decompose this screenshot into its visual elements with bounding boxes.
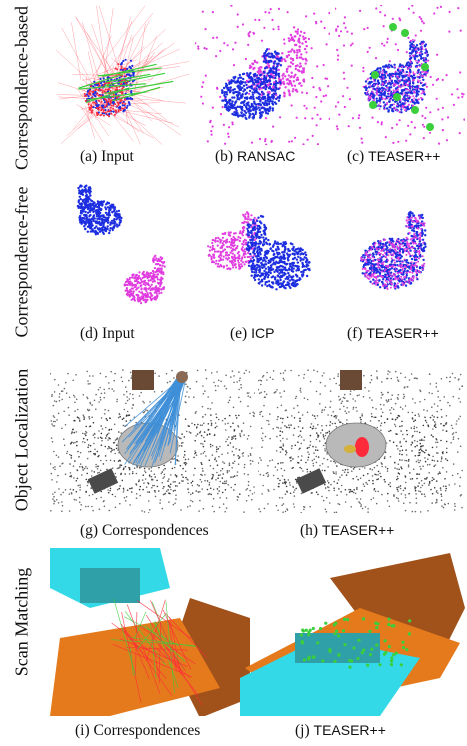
panel-j-scan-teaser	[240, 548, 465, 716]
caption-f: (f) TEASER++	[347, 325, 439, 342]
caption-c: (c) TEASER++	[347, 148, 441, 165]
caption-i: (i) Correspondences	[75, 722, 201, 739]
scan-orange-wall	[330, 553, 465, 658]
row-label-scan-matching: Scan Matching	[11, 567, 32, 677]
aligned-bunny-magenta	[365, 38, 429, 112]
panel-f-teaser-result	[335, 172, 465, 322]
caption-g: (g) Correspondences	[80, 522, 209, 539]
chair-front	[295, 468, 327, 494]
correspondence-lines	[121, 372, 187, 467]
caption-j: (j) TEASER++	[295, 722, 386, 739]
panel-i-scan-correspondences	[50, 548, 250, 716]
chair-front	[87, 468, 119, 494]
panel-d-input-clouds	[55, 172, 190, 322]
source-object-small	[176, 371, 188, 383]
panel-b-ransac-result	[195, 5, 330, 145]
panel-g-scene-correspondences	[50, 355, 255, 513]
panel-a-input-correspondences	[55, 5, 190, 145]
panel-e-icp-result	[195, 172, 330, 322]
chair-back	[340, 370, 362, 390]
source-bunny-blue	[245, 214, 311, 291]
scan-chairs	[80, 568, 140, 603]
caption-d: (d) Input	[80, 325, 135, 342]
source-bunny-blue	[221, 48, 283, 121]
scan-inlier-points	[299, 617, 412, 669]
magenta-outlier-points	[335, 5, 465, 145]
row-label-correspondence-free: Correspondence-free	[11, 186, 32, 338]
inlier-correspondence-lines	[78, 63, 174, 104]
row-label-correspondence-based: Correspondence-based	[11, 6, 32, 170]
chair-back	[132, 370, 154, 390]
caption-e: (e) ICP	[230, 325, 275, 342]
caption-h: (h) TEASER++	[300, 522, 395, 539]
caption-a: (a) Input	[80, 148, 134, 165]
panel-h-scene-teaser	[258, 355, 463, 513]
aligned-bunny-magenta	[360, 215, 426, 290]
source-bunny-blue	[76, 184, 123, 236]
localized-object-yellow	[344, 445, 356, 453]
panel-c-teaser-result	[335, 5, 465, 145]
scan-orange-floor	[50, 618, 220, 716]
row-label-object-localization: Object Localization	[11, 368, 32, 512]
scan-correspondence-lines	[111, 599, 207, 706]
target-bunny-magenta	[123, 254, 166, 305]
inlier-markers	[369, 23, 434, 131]
caption-b: (b) RANSAC	[215, 148, 296, 165]
scene-points-dense	[69, 414, 241, 496]
magenta-outlier-points	[195, 5, 330, 145]
localized-object-red	[355, 437, 369, 457]
